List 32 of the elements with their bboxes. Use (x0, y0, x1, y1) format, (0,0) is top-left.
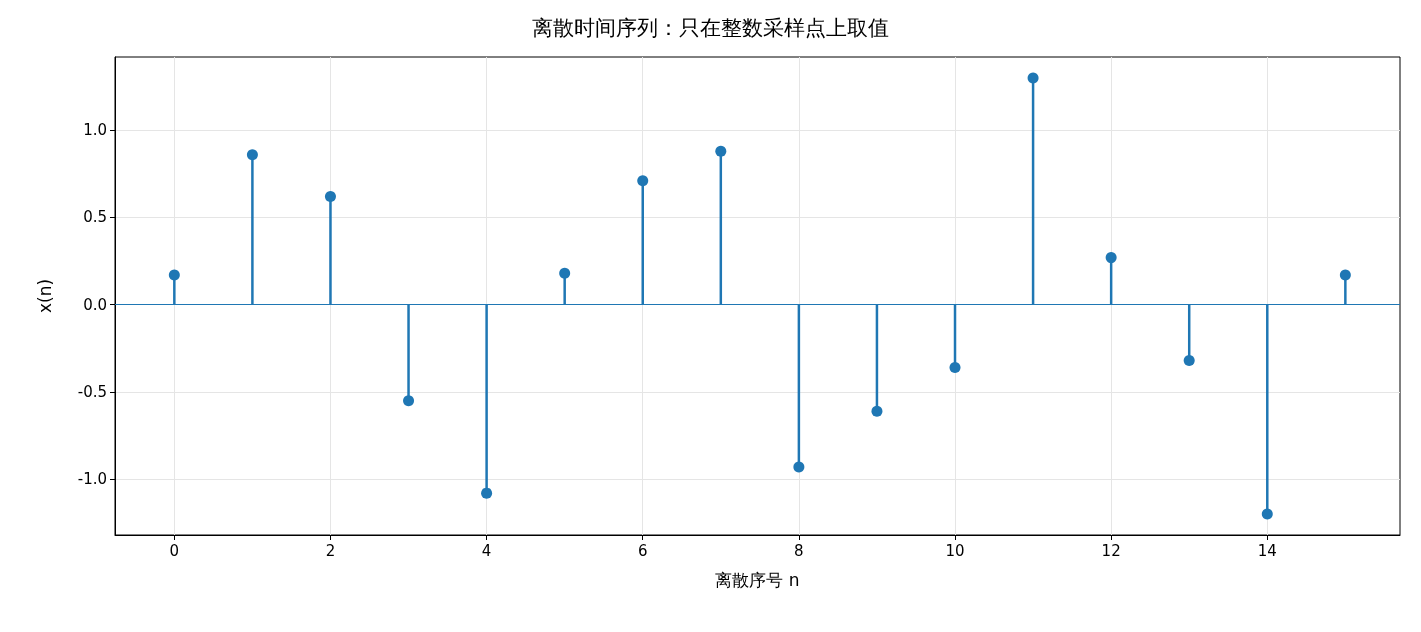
x-axis-title: 离散序号 n (715, 569, 800, 590)
x-tick-label: 12 (1101, 541, 1121, 560)
y-tick-label: 0.0 (83, 295, 107, 314)
point (1105, 252, 1117, 264)
point (793, 461, 805, 473)
y-tick-label: -0.5 (77, 382, 107, 401)
point (1027, 72, 1039, 84)
x-tick-label: 0 (169, 541, 180, 560)
point (715, 145, 727, 157)
x-tick-label: 6 (637, 541, 648, 560)
point (481, 487, 493, 499)
point (1339, 269, 1351, 281)
y-tick-label: -1.0 (77, 470, 107, 489)
x-tick-label: 14 (1257, 541, 1277, 560)
x-tick-label: 4 (481, 541, 492, 560)
point (324, 191, 336, 203)
point (871, 405, 883, 417)
point (559, 267, 571, 279)
point (246, 149, 258, 161)
y-tick-label: 1.0 (83, 121, 107, 140)
x-tick-label: 8 (794, 541, 804, 560)
x-tick-label: 10 (945, 541, 965, 560)
point (403, 395, 415, 407)
y-axis-title: x(n) (34, 278, 55, 314)
point (1183, 355, 1195, 367)
chart-title: 离散时间序列：只在整数采样点上取值 (532, 15, 889, 40)
point (949, 362, 961, 374)
y-tick-label: 0.5 (83, 208, 107, 227)
point (637, 175, 649, 187)
x-tick-label: 2 (325, 541, 336, 560)
point (168, 269, 180, 281)
point (1261, 508, 1273, 520)
